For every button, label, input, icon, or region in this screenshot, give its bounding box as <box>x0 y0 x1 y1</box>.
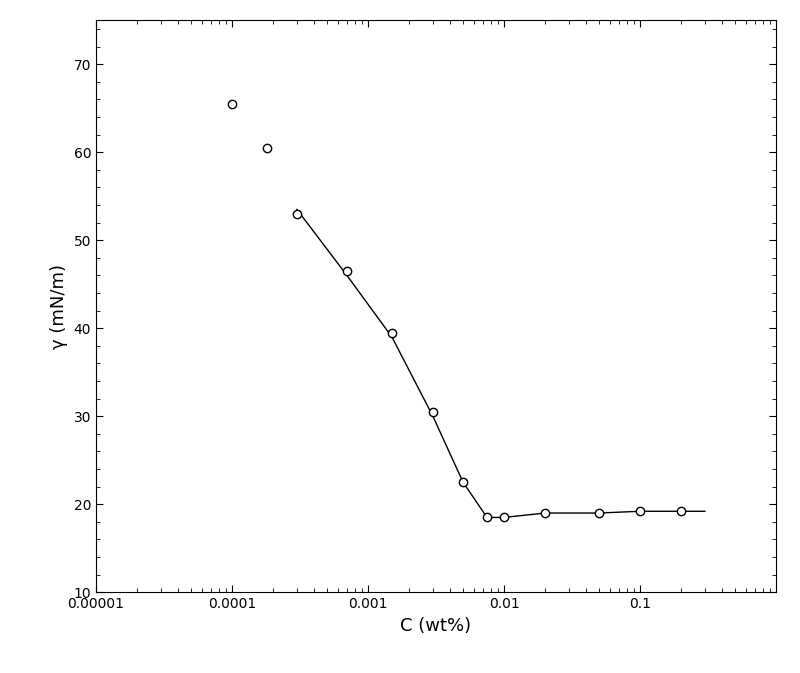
Y-axis label: γ (mN/m): γ (mN/m) <box>50 264 68 349</box>
X-axis label: C (wt%): C (wt%) <box>401 616 471 635</box>
